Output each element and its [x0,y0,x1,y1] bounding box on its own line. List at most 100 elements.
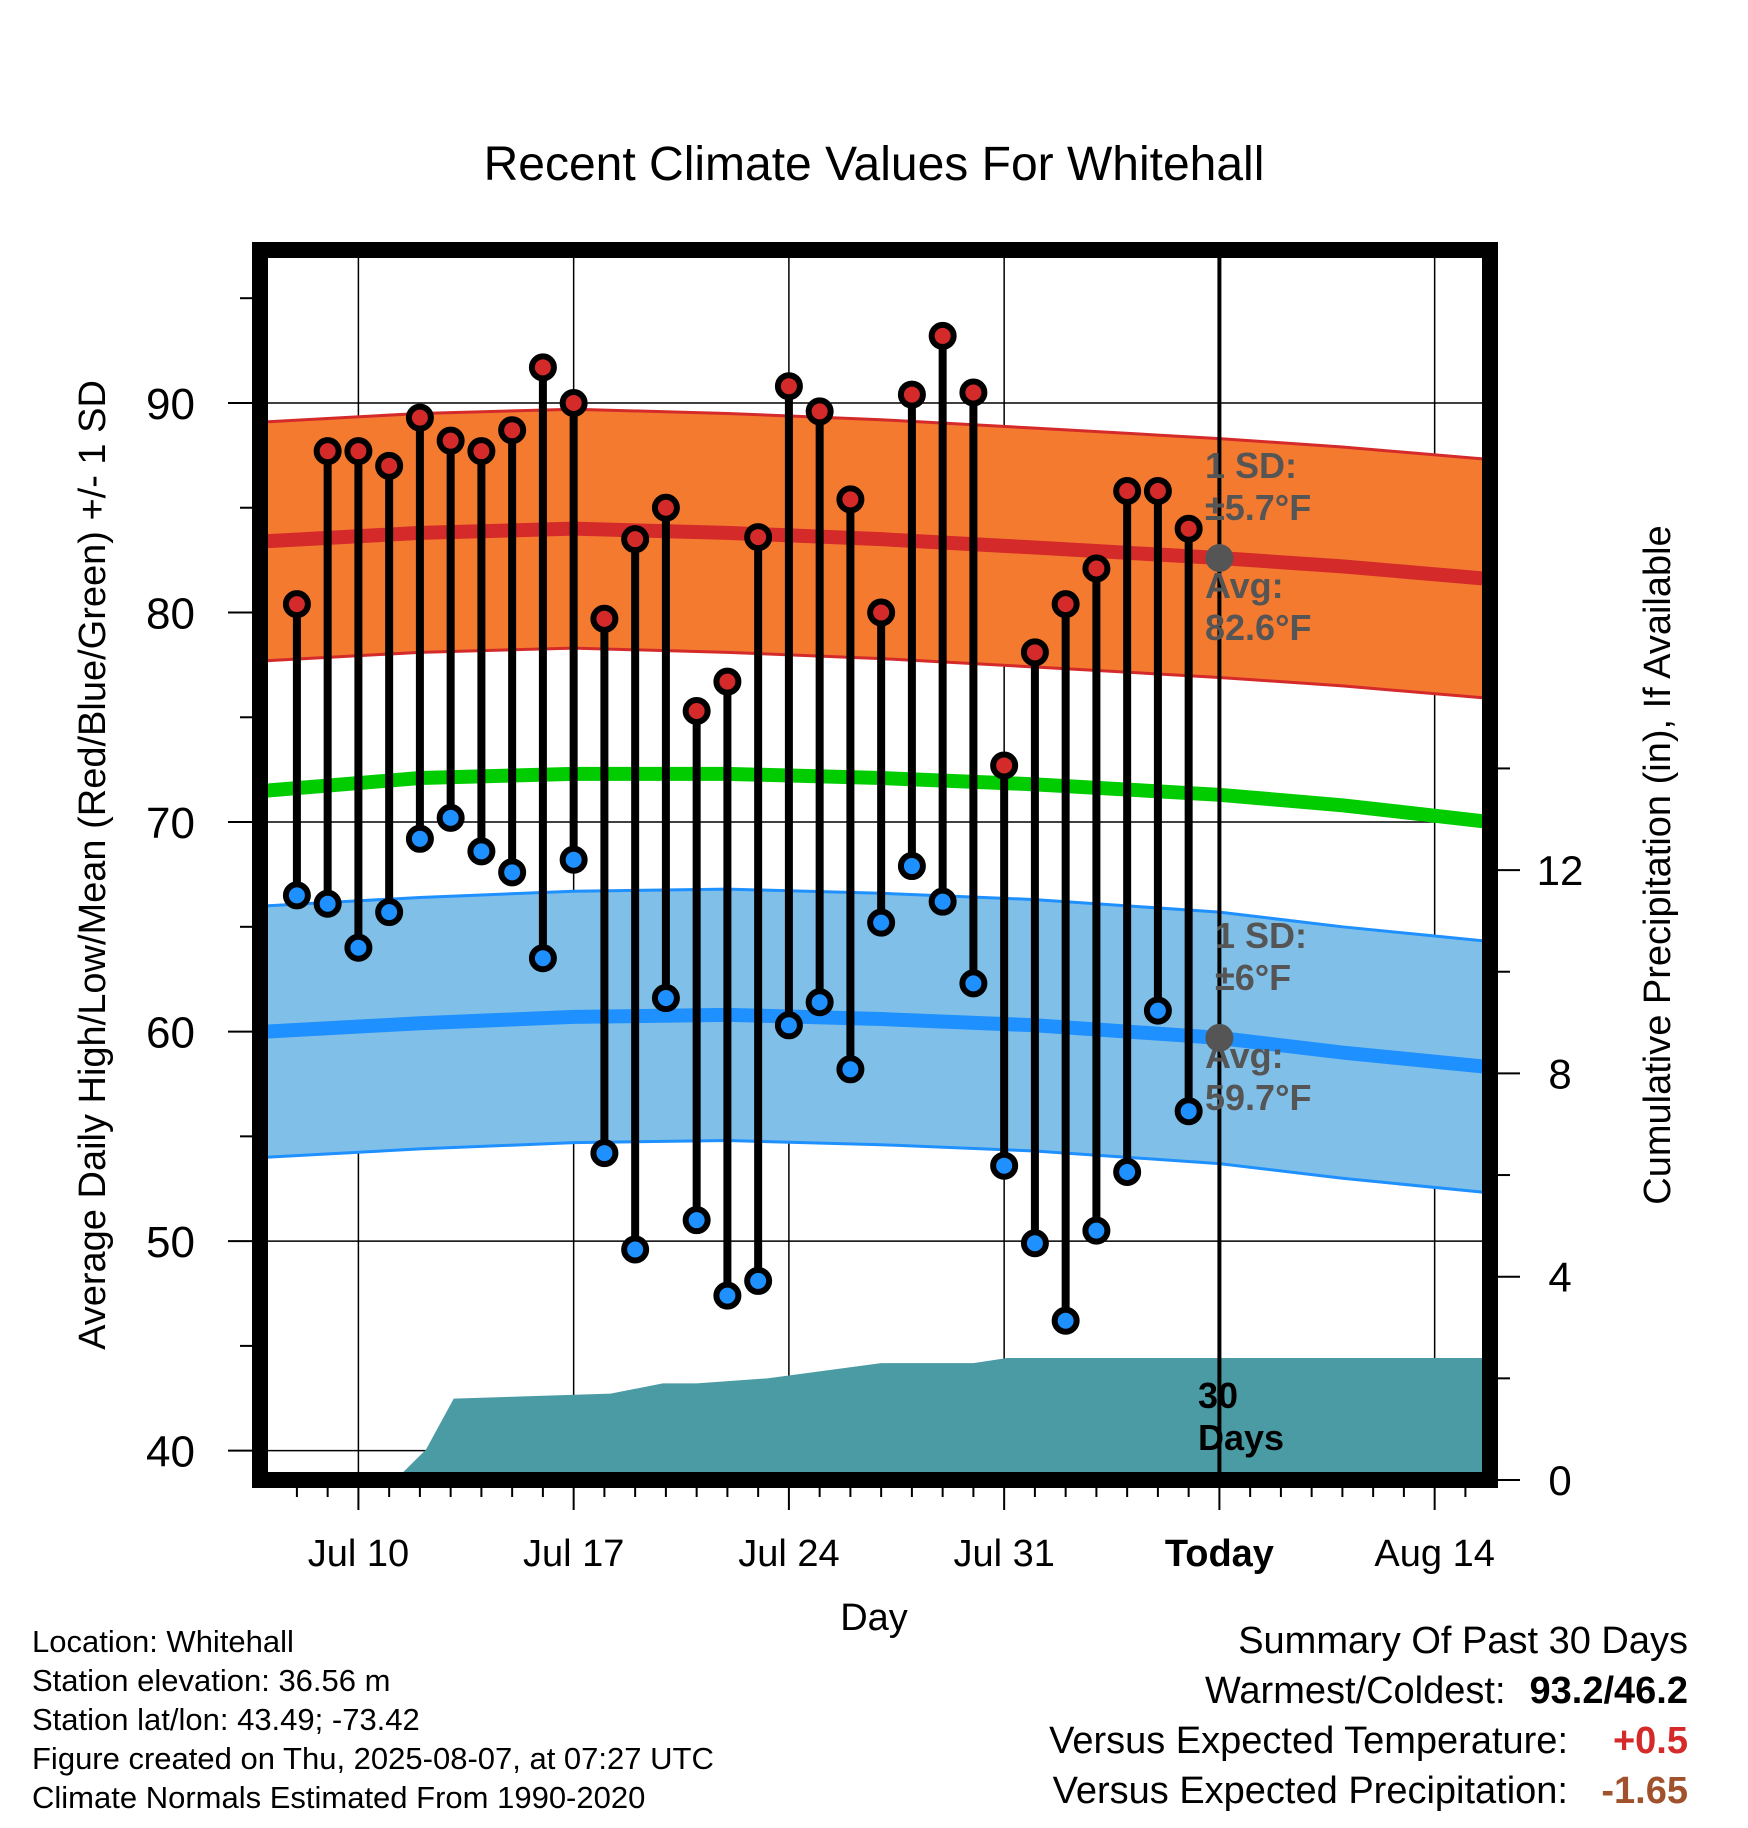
high-sd-band-upper-edge [266,407,1490,462]
daily-low-point [621,1235,650,1264]
temp-anomaly-row: Versus Expected Temperature: +0.5 [1049,1716,1688,1766]
elevation-text: Station elevation: 36.56 m [32,1663,391,1698]
precip-area [395,1358,1490,1480]
daily-high-point [590,604,619,633]
x-tick-label: Jul 31 [953,1533,1054,1575]
y2-axis-label: Cumulative Precipitation (in), If Availa… [1637,525,1679,1204]
temp-anomaly-value: +0.5 [1612,1720,1688,1762]
daily-high-point [867,598,896,627]
daily-high-point [805,397,834,426]
daily-low-point [405,824,434,853]
warmest-coldest-value: 93.2/46.2 [1529,1670,1688,1712]
daily-high-point [282,590,311,619]
daily-low-point [959,969,988,998]
y-tick-label: 90 [146,380,195,429]
daily-low-point [375,898,404,927]
daily-low-point [651,984,680,1013]
chart-title: Recent Climate Values For Whitehall [484,138,1265,191]
daily-low-point [805,988,834,1017]
high-sd-annotation-line: ±5.7°F [1205,487,1311,528]
daily-high-point [836,485,865,514]
daily-low-point [928,887,957,916]
x-tick-label: Jul 17 [523,1533,624,1575]
daily-low-point [682,1206,711,1235]
y-tick-label: 50 [146,1218,195,1267]
daily-low-point [867,908,896,937]
daily-high-point [959,378,988,407]
daily-low-point [1051,1306,1080,1335]
daily-high-point [1174,514,1203,543]
normal-high-line [265,521,1490,586]
created-text: Figure created on Thu, 2025-08-07, at 07… [32,1741,714,1776]
y-tick-label: 70 [146,799,195,848]
precip-anomaly-row: Versus Expected Precipitation: -1.65 [1049,1766,1688,1816]
x-axis-label: Day [840,1597,908,1639]
daily-low-point [744,1266,773,1295]
y2-tick-label: 12 [1537,847,1584,894]
daily-low-point [990,1151,1019,1180]
x-tick-label: Today [1165,1533,1274,1575]
y2-tick-label: 0 [1548,1457,1571,1504]
location-text: Location: Whitehall [32,1624,294,1659]
normal-low-line [265,1007,1490,1075]
daily-high-point [1082,554,1111,583]
daily-low-point [344,933,373,962]
plot-frame [252,242,1498,1488]
summary-title: Summary Of Past 30 Days [1238,1620,1688,1662]
normals-text: Climate Normals Estimated From 1990-2020 [32,1780,646,1815]
daily-low-point [313,889,342,918]
daily-high-point [1051,590,1080,619]
daily-low-point [498,858,527,887]
daily-high-point [744,523,773,552]
x-tick-label: Jul 24 [738,1533,839,1575]
high-avg-annotation-line: Avg: [1205,565,1284,606]
y-axis-label: Average Daily High/Low/Mean (Red/Blue/Gr… [72,380,114,1350]
low-sd-annotation-line: ±6°F [1215,957,1291,998]
precip-anomaly-value: -1.65 [1601,1770,1688,1812]
x-tick-label: Aug 14 [1374,1533,1494,1575]
daily-low-point [467,837,496,866]
precip-window-annotation-line: Days [1198,1417,1284,1458]
daily-high-point [1143,476,1172,505]
low-avg-annotation-line: 59.7°F [1205,1077,1311,1118]
today-low-avg-marker [1205,1023,1234,1052]
warmest-coldest-row: Warmest/Coldest: 93.2/46.2 [1049,1666,1688,1716]
x-tick-label: Jul 10 [308,1533,409,1575]
daily-high-point [344,437,373,466]
daily-low-point [436,803,465,832]
low-sd-annotation-line: 1 SD: [1215,915,1307,956]
precip-anomaly-label: Versus Expected Precipitation: [1052,1770,1568,1812]
daily-high-point [436,426,465,455]
daily-low-point [1082,1216,1111,1245]
daily-low-point [1113,1157,1142,1186]
high-avg-annotation-line: 82.6°F [1205,607,1311,648]
daily-low-point [897,852,926,881]
daily-high-point [990,751,1019,780]
daily-low-point [559,845,588,874]
precip-window-annotation-line: 30 [1198,1375,1238,1416]
low-sd-band-lower-edge [266,1139,1490,1195]
daily-low-point [713,1281,742,1310]
daily-high-point [313,437,342,466]
daily-high-point [498,416,527,445]
daily-high-point [621,525,650,554]
y2-tick-label: 4 [1548,1254,1571,1301]
y-tick-label: 40 [146,1428,195,1477]
daily-low-point [1174,1097,1203,1126]
daily-high-point [559,388,588,417]
y-tick-label: 60 [146,1009,195,1058]
temp-anomaly-label: Versus Expected Temperature: [1049,1720,1568,1762]
today-high-avg-marker [1205,544,1234,573]
daily-high-point [774,372,803,401]
daily-high-point [1020,638,1049,667]
daily-high-point [928,321,957,350]
low-avg-annotation-line: Avg: [1205,1035,1284,1076]
daily-high-point [897,380,926,409]
daily-high-point [1113,476,1142,505]
y-tick-label: 80 [146,590,195,639]
warmest-coldest-label: Warmest/Coldest: [1204,1670,1506,1712]
daily-high-point [682,696,711,725]
daily-high-point [405,403,434,432]
daily-low-point [528,944,557,973]
